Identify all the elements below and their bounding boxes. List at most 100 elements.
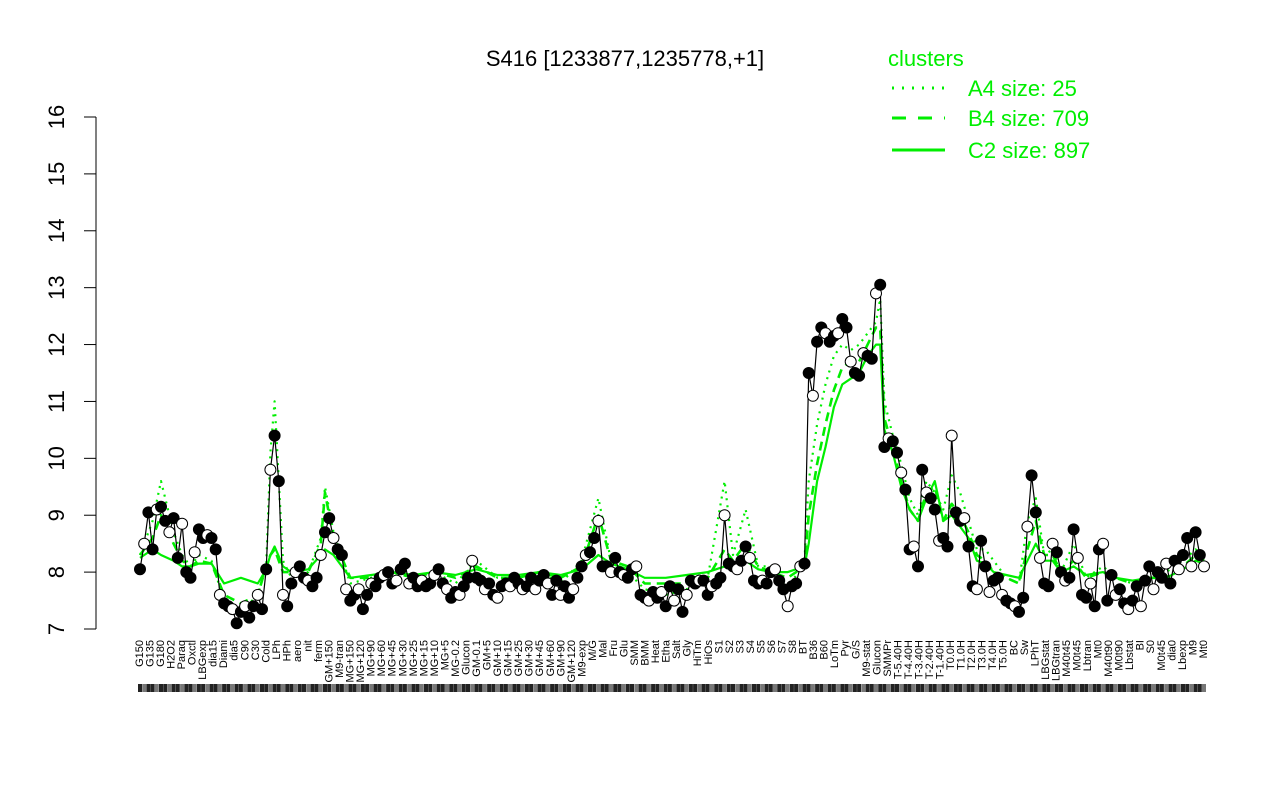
series-line-solid-thick [139,343,1205,585]
data-point [680,588,693,601]
rug-mark [251,684,256,692]
rug-mark [554,684,559,692]
data-point [327,532,340,544]
rug-mark [449,684,454,692]
data-point [1181,532,1194,544]
rug-mark [331,684,336,692]
rug-mark [840,684,845,692]
x-tick-label: Glucon [871,640,883,675]
rug-mark [583,684,588,692]
data-point [1025,469,1038,482]
rug-mark [344,684,349,692]
data-point [571,571,584,584]
rug-mark [1080,684,1084,692]
data-point [891,446,903,459]
rug-mark [335,684,340,692]
rug-mark [1159,684,1164,692]
rug-mark [676,684,681,692]
rug-mark [886,684,891,692]
rug-mark [613,684,618,692]
rug-mark [474,684,479,692]
data-point [155,500,167,513]
x-tick-label: Lbstat [1124,640,1136,670]
data-point [1021,520,1034,533]
rug-mark [1117,684,1122,692]
data-point [853,369,866,382]
x-tick-label: M0t45 [1156,640,1168,671]
rug-mark [1067,684,1072,692]
rug-mark [255,684,260,692]
data-point [466,554,479,567]
rug-mark [167,684,172,692]
series-line-dashed [138,326,1205,605]
data-point [1177,549,1189,561]
rug-mark [146,684,151,692]
rug-mark [1202,684,1206,692]
rug-mark [171,684,176,692]
data-point [1143,560,1156,573]
data-point [567,583,580,596]
legend-label: C2 size: 897 [968,138,1090,163]
rug-mark [1138,684,1143,692]
rug-mark [1130,684,1135,692]
rug-mark [1172,684,1177,692]
x-tick-label: T-4.40H [903,640,915,679]
rug-mark [1096,684,1101,692]
rug-mark [453,684,458,692]
rug-mark [1088,684,1093,692]
legend-title: clusters [888,46,964,71]
rug-mark [667,684,672,692]
x-tick-label: Gly [682,640,694,657]
rug-mark [175,684,180,692]
x-tick-label: S3 [734,640,746,653]
rug-mark [714,684,719,692]
rug-mark [747,684,752,692]
rug-mark [217,684,222,692]
data-point [138,537,151,550]
x-tick-label: Paraq [176,640,188,669]
rug-mark [646,684,651,692]
rug-mark [192,684,197,692]
x-tick-label: S7 [777,640,789,653]
x-tick-label: dia5 [229,640,241,661]
rug-mark [638,684,643,692]
data-point [319,526,331,539]
rug-mark [394,684,399,692]
rug-mark [688,684,693,692]
rug-mark [617,684,622,692]
data-point [264,463,277,476]
rug-mark [596,684,601,692]
rug-mark [1092,684,1097,692]
rug-mark [802,684,807,692]
rug-mark [1012,684,1017,692]
rug-mark [356,684,361,692]
rug-mark [764,684,769,692]
x-tick-label: MG+25 [408,640,420,676]
x-tick-label: M40t90 [1103,640,1115,677]
data-point [167,512,180,525]
rug-mark [680,684,685,692]
rug-mark [907,684,912,692]
rug-mark [226,684,231,692]
rug-mark [920,684,925,692]
data-point [323,512,336,525]
x-tick-label: Etha [661,639,673,663]
data-point [188,546,201,559]
rug-mark [756,684,761,692]
rug-mark [201,684,206,692]
x-tick-label: M9-tran [334,640,346,678]
x-tick-label: MG+10 [429,640,441,676]
rug-mark [1181,684,1185,692]
rug-mark [621,684,626,692]
rug-mark [1046,684,1051,692]
x-tick-label: T2.0H [966,640,978,670]
x-tick-label: H2O2 [166,640,178,669]
rug-mark [558,684,563,692]
data-point [928,503,941,516]
rug-mark [806,684,811,692]
rug-mark [377,684,382,692]
rug-mark [672,684,677,692]
x-tick-label: BMM [640,640,652,666]
chart-title: S416 [1233877,1235778,+1] [486,46,764,71]
rug-mark [945,684,950,692]
